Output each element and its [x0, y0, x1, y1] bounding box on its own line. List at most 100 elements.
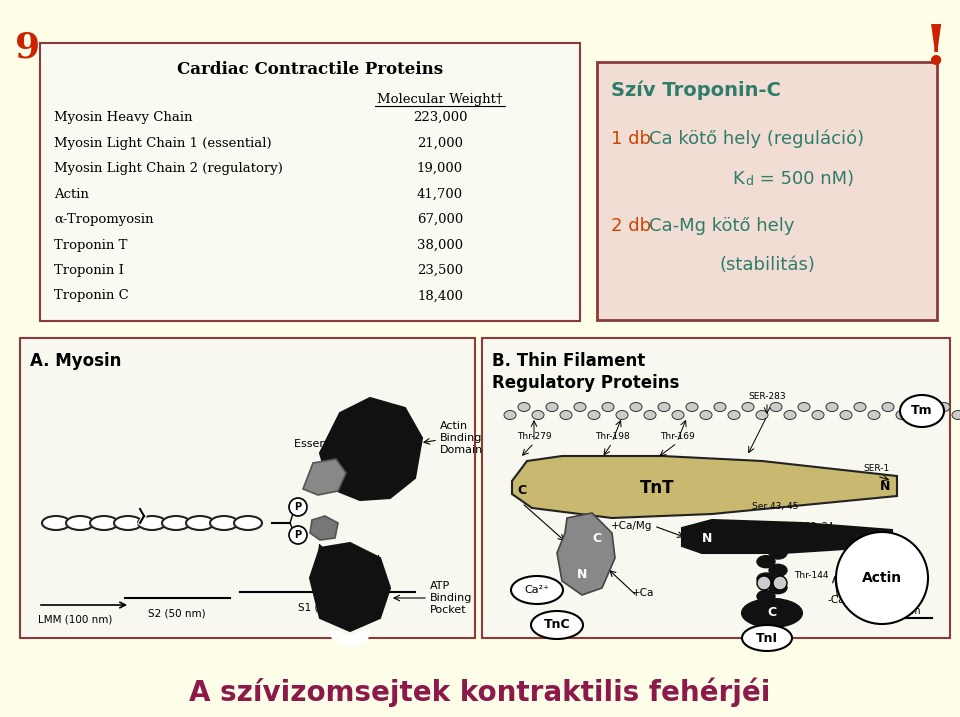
Ellipse shape	[910, 402, 922, 412]
Ellipse shape	[868, 411, 880, 419]
Text: +Ca/Mg: +Ca/Mg	[611, 521, 652, 531]
Text: Essential LC: Essential LC	[295, 439, 362, 449]
Ellipse shape	[700, 411, 712, 419]
Ellipse shape	[511, 576, 563, 604]
Text: Troponin T: Troponin T	[54, 239, 128, 252]
Text: TnT: TnT	[639, 479, 674, 497]
Text: Cardiac Contractile Proteins: Cardiac Contractile Proteins	[177, 61, 444, 78]
Text: 2 db: 2 db	[611, 217, 651, 235]
Text: N: N	[879, 480, 890, 493]
Ellipse shape	[812, 411, 824, 419]
Text: d: d	[745, 175, 753, 188]
Ellipse shape	[114, 516, 142, 530]
Text: SER-283: SER-283	[748, 392, 786, 401]
Text: C: C	[517, 483, 527, 496]
Ellipse shape	[770, 402, 782, 412]
FancyBboxPatch shape	[40, 43, 580, 321]
Ellipse shape	[757, 573, 775, 585]
Polygon shape	[303, 459, 346, 495]
Text: 5,5 nm: 5,5 nm	[886, 606, 921, 616]
Text: 223,000: 223,000	[413, 111, 468, 124]
Text: SER-1: SER-1	[864, 464, 890, 473]
Ellipse shape	[952, 411, 960, 419]
Text: B. Thin Filament
Regulatory Proteins: B. Thin Filament Regulatory Proteins	[492, 352, 680, 392]
Ellipse shape	[588, 411, 600, 419]
Text: Ser 23, 24: Ser 23, 24	[787, 521, 833, 531]
Ellipse shape	[757, 590, 775, 602]
Text: 9: 9	[15, 30, 40, 64]
Ellipse shape	[826, 402, 838, 412]
Text: !: !	[924, 22, 948, 77]
FancyBboxPatch shape	[20, 338, 475, 638]
Ellipse shape	[518, 402, 530, 412]
Text: Ca kötő hely (reguláció): Ca kötő hely (reguláció)	[649, 130, 864, 148]
Text: Troponin I: Troponin I	[54, 264, 124, 277]
Text: Thr-279: Thr-279	[516, 432, 551, 441]
Text: ATP
Binding
Pocket: ATP Binding Pocket	[430, 581, 472, 615]
Text: N: N	[702, 531, 712, 544]
Text: 1 db: 1 db	[611, 130, 651, 148]
Ellipse shape	[769, 581, 787, 594]
Text: 38,000: 38,000	[417, 239, 463, 252]
Text: N: N	[577, 569, 588, 581]
Ellipse shape	[742, 402, 754, 412]
Ellipse shape	[138, 516, 166, 530]
Text: Actin: Actin	[54, 188, 89, 201]
Ellipse shape	[42, 516, 70, 530]
Ellipse shape	[938, 402, 950, 412]
Text: S1 (20 nm): S1 (20 nm)	[299, 603, 356, 613]
FancyBboxPatch shape	[597, 62, 937, 320]
Text: Molecular Weight†: Molecular Weight†	[377, 93, 503, 106]
Text: Thr-169: Thr-169	[660, 432, 694, 441]
Text: (stabilitás): (stabilitás)	[719, 256, 815, 274]
Text: 19,000: 19,000	[417, 162, 463, 175]
Text: Ca-Mg kötő hely: Ca-Mg kötő hely	[649, 217, 795, 235]
Ellipse shape	[742, 599, 802, 627]
Ellipse shape	[840, 411, 852, 419]
Ellipse shape	[630, 402, 642, 412]
Ellipse shape	[90, 516, 118, 530]
Ellipse shape	[532, 411, 544, 419]
Text: TnI: TnI	[756, 632, 778, 645]
Ellipse shape	[560, 411, 572, 419]
Circle shape	[289, 526, 307, 544]
Text: C: C	[592, 531, 602, 544]
FancyBboxPatch shape	[482, 338, 950, 638]
Ellipse shape	[186, 516, 214, 530]
Ellipse shape	[602, 402, 614, 412]
Ellipse shape	[574, 402, 586, 412]
Ellipse shape	[769, 564, 787, 576]
Text: 18,400: 18,400	[417, 290, 463, 303]
Polygon shape	[310, 543, 390, 631]
Text: C: C	[767, 607, 777, 619]
Text: TnC: TnC	[543, 619, 570, 632]
Ellipse shape	[798, 402, 810, 412]
Ellipse shape	[672, 411, 684, 419]
Circle shape	[836, 532, 928, 624]
Text: Troponin C: Troponin C	[54, 290, 129, 303]
Ellipse shape	[882, 402, 894, 412]
Ellipse shape	[756, 411, 768, 419]
Ellipse shape	[616, 411, 628, 419]
Text: P: P	[295, 530, 301, 540]
Ellipse shape	[234, 516, 262, 530]
Ellipse shape	[686, 402, 698, 412]
Text: P: P	[295, 502, 301, 512]
Text: K: K	[732, 170, 744, 188]
Text: 67,000: 67,000	[417, 213, 463, 226]
Text: -Ca: -Ca	[827, 595, 845, 605]
Ellipse shape	[757, 556, 775, 568]
Polygon shape	[682, 520, 892, 553]
Ellipse shape	[162, 516, 190, 530]
Text: Thr-144: Thr-144	[794, 571, 828, 581]
Text: Tm: Tm	[911, 404, 933, 417]
Circle shape	[289, 498, 307, 516]
Text: Myosin Light Chain 1 (essential): Myosin Light Chain 1 (essential)	[54, 136, 272, 150]
Circle shape	[773, 576, 787, 590]
Ellipse shape	[546, 402, 558, 412]
Ellipse shape	[531, 611, 583, 639]
Text: +Ca: +Ca	[632, 588, 655, 598]
Ellipse shape	[66, 516, 94, 530]
Text: A. Myosin: A. Myosin	[30, 352, 121, 370]
Ellipse shape	[742, 625, 792, 651]
